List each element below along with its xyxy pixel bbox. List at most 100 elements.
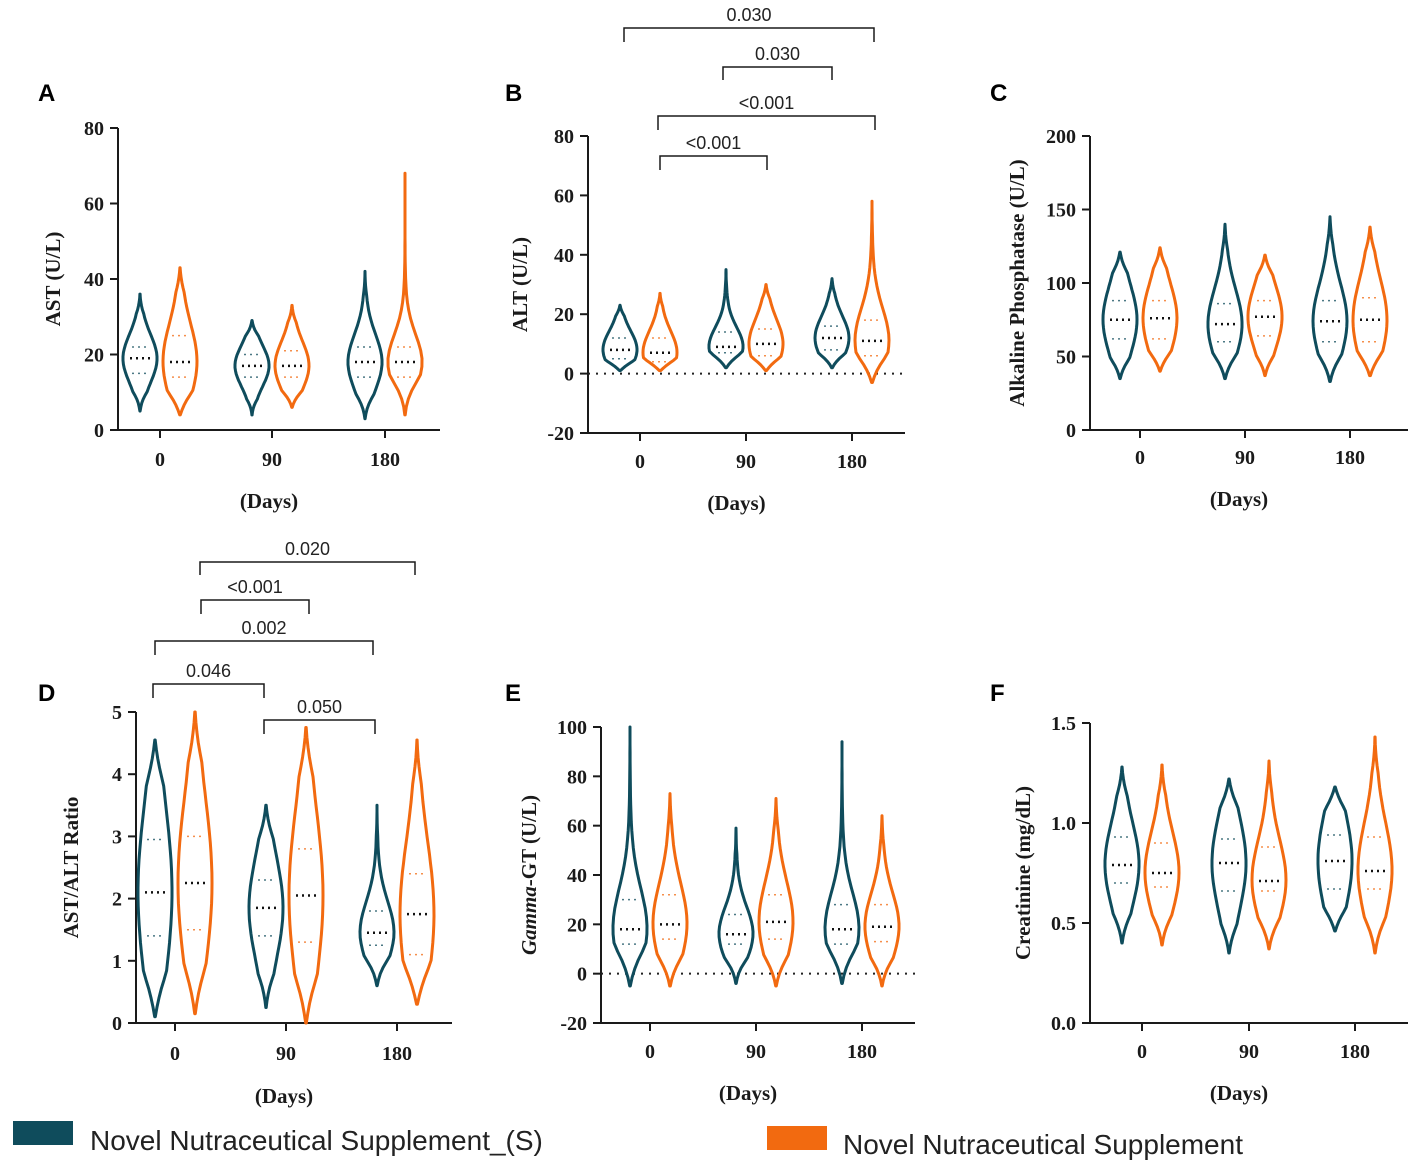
violin-n bbox=[863, 814, 901, 988]
violin-s bbox=[1206, 222, 1244, 381]
legend-label: Novel Nutraceutical Supplement_(S) bbox=[90, 1125, 543, 1156]
y-tick-label: 1.5 bbox=[1051, 713, 1076, 735]
violin-s bbox=[1103, 765, 1141, 945]
x-tick-label: 90 bbox=[746, 1041, 766, 1063]
y-tick-label: 0 bbox=[577, 964, 587, 986]
y-tick-label: 40 bbox=[567, 865, 587, 887]
x-axis-title: (Days) bbox=[1210, 1081, 1268, 1105]
violin-s bbox=[233, 319, 271, 417]
x-tick-label: 0 bbox=[1137, 1041, 1147, 1063]
legend-swatch bbox=[767, 1126, 827, 1150]
violin-n bbox=[287, 726, 325, 1025]
significance-bracket bbox=[152, 683, 265, 698]
x-tick-label: 0 bbox=[635, 451, 645, 473]
significance-bracket bbox=[154, 640, 374, 655]
y-tick-label: 20 bbox=[84, 345, 104, 367]
violin-s bbox=[1316, 785, 1354, 933]
y-tick-label: 0 bbox=[564, 364, 574, 386]
x-tick-label: 180 bbox=[847, 1041, 877, 1063]
panel-letter: F bbox=[990, 680, 1005, 707]
x-axis-title: (Days) bbox=[719, 1081, 777, 1105]
y-tick-label: 0.0 bbox=[1051, 1013, 1076, 1035]
violin-n bbox=[641, 291, 679, 373]
y-tick-label: -20 bbox=[560, 1013, 587, 1035]
y-tick-label: 1 bbox=[112, 951, 122, 973]
violin-s bbox=[121, 292, 159, 413]
violin-n bbox=[747, 283, 785, 373]
violin-n bbox=[1351, 225, 1389, 378]
x-tick-label: 90 bbox=[736, 451, 756, 473]
violin-s bbox=[707, 268, 745, 370]
panel-d: D 0 1 2 3 4 5 0 90 180 (Days) AST/ALT Ratio 0.020<0.… bbox=[38, 539, 452, 1108]
significance-bracket bbox=[199, 561, 416, 575]
violin-s bbox=[717, 826, 755, 985]
y-tick-label: 100 bbox=[1046, 273, 1076, 295]
violin-n bbox=[398, 738, 436, 1006]
violin-n bbox=[1250, 759, 1288, 951]
y-tick-label: 40 bbox=[84, 269, 104, 291]
y-tick-label: 0 bbox=[112, 1013, 122, 1035]
y-axis-title-italic: Gamma bbox=[517, 886, 541, 955]
violin-n bbox=[757, 797, 795, 988]
x-tick-label: 0 bbox=[155, 449, 165, 471]
significance-label: 0.050 bbox=[297, 697, 342, 717]
x-axis-title: (Days) bbox=[240, 489, 298, 513]
x-tick-label: 180 bbox=[837, 451, 867, 473]
x-tick-label: 180 bbox=[1340, 1041, 1370, 1063]
x-tick-label: 180 bbox=[382, 1043, 412, 1065]
violin-s bbox=[611, 725, 649, 988]
y-tick-label: 100 bbox=[557, 717, 587, 739]
violin-n bbox=[651, 792, 689, 988]
violin-s bbox=[1210, 777, 1248, 955]
y-axis-title: AST (U/L) bbox=[41, 232, 65, 327]
violin-s bbox=[813, 277, 851, 370]
panel-a: A 0 20 40 60 80 0 90 180 (Days) AST (U/L) bbox=[38, 80, 440, 513]
violin-s bbox=[136, 738, 174, 1019]
violin-n bbox=[1246, 253, 1284, 378]
y-tick-label: 4 bbox=[112, 764, 122, 786]
y-tick-label: 40 bbox=[554, 245, 574, 267]
y-tick-label: 0.5 bbox=[1051, 913, 1076, 935]
y-axis-title-rest: -GT (U/L) bbox=[517, 795, 541, 886]
x-tick-label: 90 bbox=[276, 1043, 296, 1065]
y-tick-label: 3 bbox=[112, 826, 122, 848]
violin-n bbox=[386, 171, 424, 417]
x-tick-label: 90 bbox=[1235, 447, 1255, 469]
significance-label: 0.020 bbox=[285, 539, 330, 559]
panel-c: C 0 50 100 150 200 0 90 180 (Days) Alkaline Phosph… bbox=[990, 80, 1408, 511]
y-tick-label: 0 bbox=[1066, 420, 1076, 442]
significance-label: <0.001 bbox=[227, 577, 283, 597]
x-tick-label: 180 bbox=[370, 449, 400, 471]
y-tick-label: 2 bbox=[112, 889, 122, 911]
significance-bracket bbox=[659, 155, 768, 170]
y-tick-label: 60 bbox=[567, 816, 587, 838]
significance-label: 0.046 bbox=[186, 661, 231, 681]
legend-swatch bbox=[13, 1121, 73, 1145]
y-tick-label: 20 bbox=[554, 304, 574, 326]
panel-e: E -20 0 20 40 60 80 100 0 90 180 (Days) Gamma-GT (U/… bbox=[505, 680, 915, 1105]
significance-label: <0.001 bbox=[739, 93, 795, 113]
x-tick-label: 90 bbox=[1239, 1041, 1259, 1063]
panel-letter: A bbox=[38, 80, 55, 107]
violin-n bbox=[176, 710, 214, 1016]
significance-label: 0.030 bbox=[726, 5, 771, 25]
x-axis-title: (Days) bbox=[707, 491, 765, 515]
y-tick-label: 60 bbox=[84, 194, 104, 216]
panel-b: B -20 0 20 40 60 80 0 90 180 (Days) ALT (U/L) 0.030 0… bbox=[505, 5, 905, 515]
y-tick-label: 200 bbox=[1046, 126, 1076, 148]
significance-bracket bbox=[200, 599, 310, 614]
violin-s bbox=[346, 269, 384, 421]
violin-s bbox=[601, 303, 639, 373]
violin-s bbox=[1311, 215, 1349, 383]
significance-label: 0.030 bbox=[755, 44, 800, 64]
violin-s bbox=[358, 803, 396, 988]
violin-s bbox=[823, 740, 861, 985]
y-axis-title: AST/ALT Ratio bbox=[59, 797, 83, 939]
panel-letter: C bbox=[990, 80, 1007, 107]
x-tick-label: 0 bbox=[170, 1043, 180, 1065]
significance-label: <0.001 bbox=[686, 133, 742, 153]
y-axis-title: Gamma-GT (U/L) bbox=[517, 795, 541, 955]
legend-label: Novel Nutraceutical Supplement bbox=[843, 1129, 1243, 1160]
violin-n bbox=[1356, 735, 1394, 955]
